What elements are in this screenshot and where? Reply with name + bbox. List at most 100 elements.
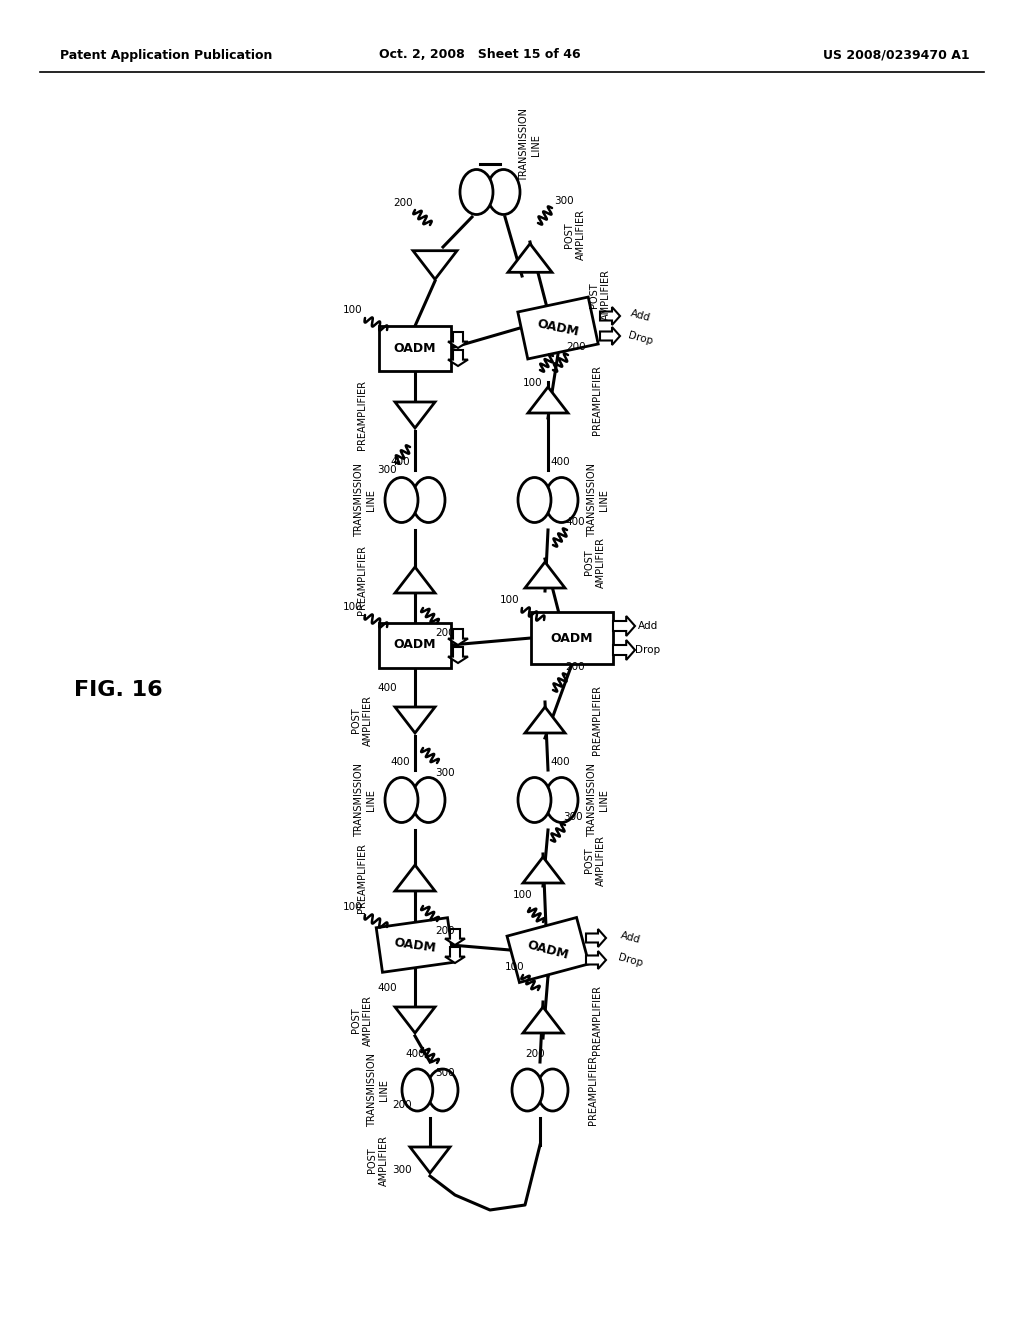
Polygon shape xyxy=(518,297,598,359)
Polygon shape xyxy=(525,562,565,587)
Text: 300: 300 xyxy=(435,1068,455,1078)
Polygon shape xyxy=(395,865,435,891)
Text: OADM: OADM xyxy=(394,342,436,355)
Text: 400: 400 xyxy=(550,457,569,467)
Bar xyxy=(379,623,451,668)
Polygon shape xyxy=(523,857,563,883)
Text: 400: 400 xyxy=(390,457,410,467)
Polygon shape xyxy=(449,350,468,366)
Text: 200: 200 xyxy=(566,342,586,352)
Text: TRANSMISSION
LINE: TRANSMISSION LINE xyxy=(354,463,376,537)
Text: PREAMPLIFIER: PREAMPLIFIER xyxy=(357,545,367,615)
Text: Drop: Drop xyxy=(636,645,660,655)
Polygon shape xyxy=(449,333,468,348)
Polygon shape xyxy=(395,568,435,593)
Text: TRANSMISSION
LINE: TRANSMISSION LINE xyxy=(587,463,609,537)
Text: 200: 200 xyxy=(435,927,455,936)
Text: FIG. 16: FIG. 16 xyxy=(74,680,163,700)
Polygon shape xyxy=(508,244,552,272)
Ellipse shape xyxy=(460,169,493,214)
Text: 300: 300 xyxy=(435,768,455,777)
Text: 300: 300 xyxy=(563,812,583,822)
Text: 300: 300 xyxy=(377,465,397,475)
Ellipse shape xyxy=(518,777,551,822)
Text: Drop: Drop xyxy=(627,330,653,346)
Text: POST
AMPLIFIER: POST AMPLIFIER xyxy=(368,1134,389,1185)
Polygon shape xyxy=(413,251,457,280)
Text: 400: 400 xyxy=(377,682,397,693)
Polygon shape xyxy=(586,929,606,946)
Text: POST
AMPLIFIER: POST AMPLIFIER xyxy=(585,536,606,587)
Text: 100: 100 xyxy=(343,305,362,315)
Ellipse shape xyxy=(512,1069,543,1111)
Text: Add: Add xyxy=(618,931,641,945)
Polygon shape xyxy=(445,929,465,945)
Text: 100: 100 xyxy=(500,595,520,605)
Polygon shape xyxy=(613,640,635,660)
Text: PREAMPLIFIER: PREAMPLIFIER xyxy=(592,685,602,755)
Text: 100: 100 xyxy=(343,902,362,912)
Polygon shape xyxy=(586,950,606,969)
Text: 100: 100 xyxy=(513,890,532,900)
Bar xyxy=(379,326,451,371)
Polygon shape xyxy=(528,387,568,413)
Text: 100: 100 xyxy=(505,962,525,972)
Text: 400: 400 xyxy=(377,983,397,993)
Text: PREAMPLIFIER: PREAMPLIFIER xyxy=(592,985,602,1055)
Text: POST
AMPLIFIER: POST AMPLIFIER xyxy=(351,694,373,746)
Polygon shape xyxy=(449,647,468,663)
Polygon shape xyxy=(613,616,635,636)
Text: OADM: OADM xyxy=(393,936,437,954)
Text: POST
AMPLIFIER: POST AMPLIFIER xyxy=(351,994,373,1045)
Text: 300: 300 xyxy=(392,1166,412,1175)
Polygon shape xyxy=(523,1007,563,1034)
Text: 300: 300 xyxy=(554,195,573,206)
Text: OADM: OADM xyxy=(525,939,570,962)
Text: 100: 100 xyxy=(343,602,362,612)
Ellipse shape xyxy=(487,169,520,214)
Polygon shape xyxy=(507,917,589,982)
Text: 200: 200 xyxy=(393,198,413,209)
Polygon shape xyxy=(376,917,454,973)
Polygon shape xyxy=(395,708,435,733)
Text: Add: Add xyxy=(629,309,651,323)
Text: 400: 400 xyxy=(390,756,410,767)
Text: Add: Add xyxy=(638,620,658,631)
Text: 200: 200 xyxy=(392,1100,412,1110)
Text: PREAMPLIFIER: PREAMPLIFIER xyxy=(357,843,367,913)
Ellipse shape xyxy=(538,1069,568,1111)
Polygon shape xyxy=(395,403,435,428)
Text: PREAMPLIFIER: PREAMPLIFIER xyxy=(588,1055,598,1125)
Text: TRANSMISSION
LINE: TRANSMISSION LINE xyxy=(587,763,609,837)
Polygon shape xyxy=(600,327,620,345)
Text: Drop: Drop xyxy=(616,952,643,968)
Text: PREAMPLIFIER: PREAMPLIFIER xyxy=(357,380,367,450)
Bar xyxy=(531,612,613,664)
Text: 400: 400 xyxy=(406,1049,425,1059)
Text: OADM: OADM xyxy=(394,639,436,652)
Text: TRANSMISSION
LINE: TRANSMISSION LINE xyxy=(519,108,541,182)
Ellipse shape xyxy=(412,478,445,523)
Text: 200: 200 xyxy=(565,663,585,672)
Text: OADM: OADM xyxy=(536,317,581,339)
Text: 400: 400 xyxy=(565,517,585,527)
Polygon shape xyxy=(600,308,620,325)
Text: 200: 200 xyxy=(435,628,455,638)
Polygon shape xyxy=(395,1007,435,1034)
Text: 100: 100 xyxy=(523,378,543,388)
Ellipse shape xyxy=(427,1069,458,1111)
Polygon shape xyxy=(410,1147,450,1173)
Text: TRANSMISSION
LINE: TRANSMISSION LINE xyxy=(368,1053,389,1127)
Ellipse shape xyxy=(412,777,445,822)
Ellipse shape xyxy=(518,478,551,523)
Text: US 2008/0239470 A1: US 2008/0239470 A1 xyxy=(823,49,970,62)
Ellipse shape xyxy=(385,478,418,523)
Text: OADM: OADM xyxy=(551,631,593,644)
Text: POST
AMPLIFIER: POST AMPLIFIER xyxy=(589,269,610,321)
Text: Patent Application Publication: Patent Application Publication xyxy=(60,49,272,62)
Polygon shape xyxy=(445,946,465,964)
Text: Oct. 2, 2008   Sheet 15 of 46: Oct. 2, 2008 Sheet 15 of 46 xyxy=(379,49,581,62)
Ellipse shape xyxy=(402,1069,433,1111)
Text: TRANSMISSION
LINE: TRANSMISSION LINE xyxy=(354,763,376,837)
Ellipse shape xyxy=(545,478,578,523)
